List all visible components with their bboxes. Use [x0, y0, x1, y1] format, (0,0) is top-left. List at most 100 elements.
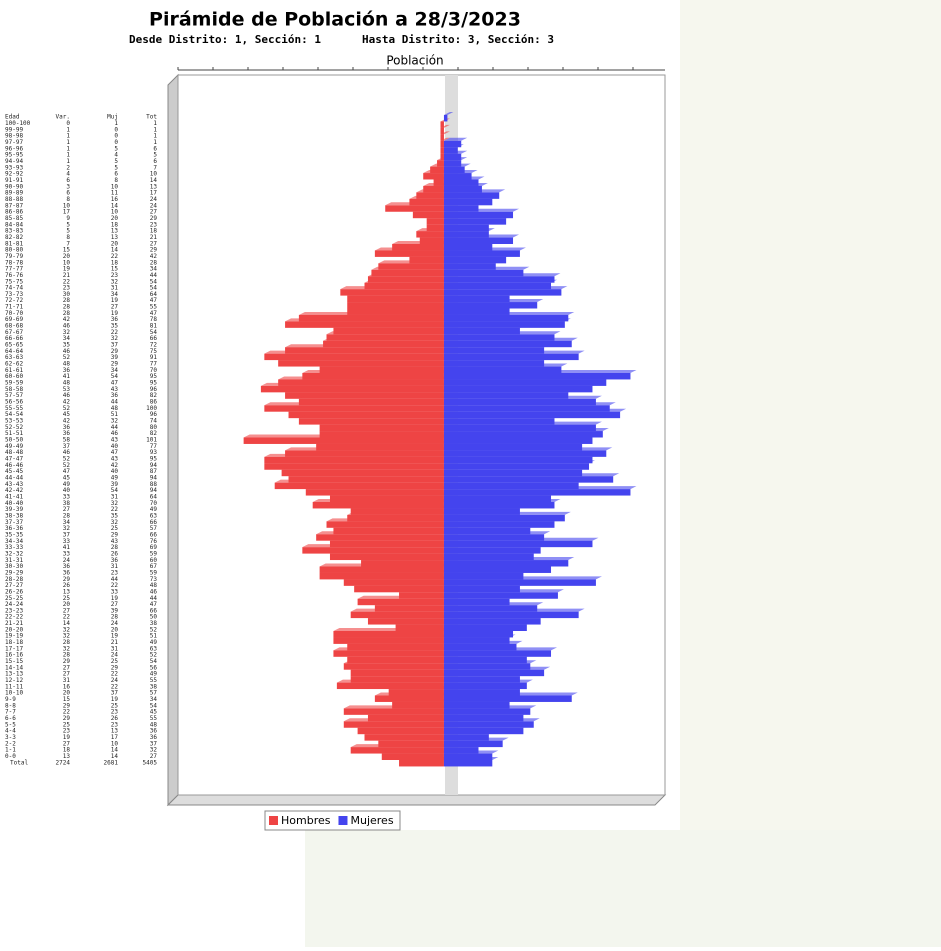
bar-depth	[444, 660, 536, 663]
bar-depth	[351, 744, 450, 747]
bar-depth	[378, 260, 450, 263]
bar-depth	[354, 583, 450, 586]
bar-depth	[347, 654, 450, 657]
bar-depth	[351, 609, 450, 612]
bar-depth	[289, 473, 450, 476]
bar-depth	[444, 725, 529, 728]
bar-depth	[347, 293, 450, 296]
bar-depth	[444, 370, 637, 373]
bar-depth	[444, 235, 519, 238]
bar-depth	[444, 551, 540, 554]
bar-depth	[444, 228, 495, 231]
bar-depth	[444, 622, 533, 625]
bar-depth	[365, 280, 450, 283]
bar-depth	[444, 299, 543, 302]
bar-depth	[444, 467, 588, 470]
bar-depth	[444, 383, 599, 386]
bar-depth	[444, 351, 585, 354]
bar-depth	[347, 641, 450, 644]
bar-depth	[444, 273, 561, 276]
bar-depth	[333, 525, 450, 528]
bar	[444, 115, 447, 121]
bar-depth	[320, 570, 450, 573]
plot-floor	[168, 795, 665, 805]
bar-depth	[285, 447, 450, 450]
bar	[444, 760, 492, 766]
bar-depth	[444, 247, 526, 250]
legend-label: Mujeres	[350, 814, 393, 827]
bar-depth	[444, 460, 595, 463]
bar-depth	[444, 538, 599, 541]
bar-depth	[444, 525, 536, 528]
bar-depth	[333, 647, 450, 650]
bar-depth	[399, 589, 450, 592]
total-row-value: 2681	[104, 759, 119, 766]
bar-depth	[444, 686, 526, 689]
bar-depth	[444, 628, 519, 631]
bar-depth	[392, 241, 450, 244]
bar-depth	[444, 202, 485, 205]
bar-depth	[444, 589, 564, 592]
bar-depth	[371, 267, 450, 270]
bar-depth	[444, 647, 557, 650]
bar-depth	[444, 499, 561, 502]
bar-depth	[285, 389, 450, 392]
bar-depth	[396, 622, 450, 625]
subtitle-from: Desde Distrito: 1, Sección: 1	[129, 33, 321, 46]
bar-depth	[302, 544, 450, 547]
bar-depth	[444, 177, 485, 180]
bar-depth	[444, 493, 557, 496]
subtitle-to: Hasta Distrito: 3, Sección: 3	[362, 33, 554, 46]
bar-depth	[299, 415, 450, 418]
bar-depth	[444, 641, 523, 644]
bar-depth	[351, 505, 450, 508]
bar-depth	[444, 428, 609, 431]
bar-depth	[333, 634, 450, 637]
bar-depth	[375, 693, 450, 696]
bar-depth	[444, 667, 550, 670]
bar-depth	[444, 712, 529, 715]
bar-depth	[444, 564, 557, 567]
bar-depth	[444, 583, 526, 586]
bar-depth	[368, 615, 450, 618]
legend-label: Hombres	[281, 814, 331, 827]
bar-depth	[444, 738, 509, 741]
bar-depth	[368, 712, 450, 715]
legend-swatch	[338, 816, 347, 825]
chart-title: Pirámide de Población a 28/3/2023	[149, 9, 521, 31]
bar-depth	[385, 202, 450, 205]
bar-depth	[278, 376, 450, 379]
bar-depth	[316, 441, 450, 444]
bar-depth	[299, 396, 450, 399]
bar-depth	[444, 609, 585, 612]
bar-depth	[444, 241, 498, 244]
bar-depth	[351, 667, 450, 670]
bar-depth	[444, 505, 526, 508]
background-crest	[680, 0, 941, 947]
bar-depth	[347, 299, 450, 302]
bar-depth	[344, 718, 450, 721]
bar-depth	[320, 428, 450, 431]
bar-depth	[444, 693, 578, 696]
background-crest	[305, 830, 941, 947]
bar-depth	[244, 435, 450, 438]
bar-depth	[368, 273, 450, 276]
bar-depth	[444, 576, 602, 579]
bar-depth	[275, 480, 450, 483]
bar-depth	[344, 576, 450, 579]
bar-depth	[261, 383, 450, 386]
bar-depth	[444, 699, 516, 702]
bar-depth	[358, 596, 450, 599]
bar-depth	[444, 602, 543, 605]
bar-depth	[285, 318, 450, 321]
bar-depth	[264, 454, 450, 457]
bar-depth	[344, 660, 450, 663]
bar-depth	[323, 338, 450, 341]
bar-depth	[444, 409, 626, 412]
bar-depth	[375, 247, 450, 250]
bar-depth	[264, 460, 450, 463]
bar-depth	[444, 338, 578, 341]
bar-depth	[375, 602, 450, 605]
bar-depth	[337, 680, 450, 683]
bar-depth	[444, 286, 567, 289]
